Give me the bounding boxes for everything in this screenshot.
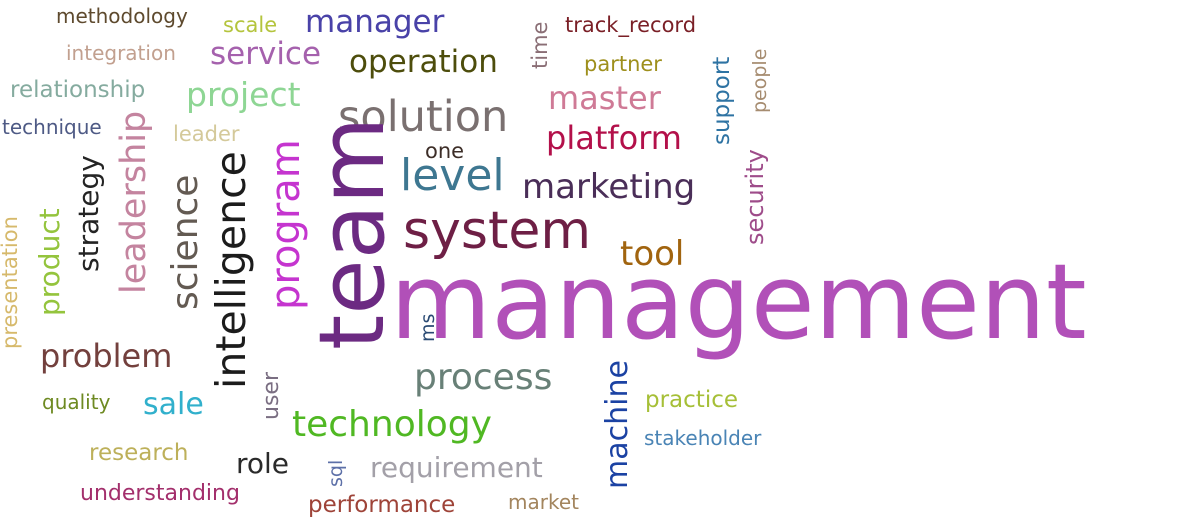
word-operation: operation <box>349 44 498 80</box>
word-methodology: methodology <box>56 4 188 28</box>
word-level: level <box>400 150 505 201</box>
word-integration: integration <box>66 41 176 65</box>
word-solution: solution <box>338 92 509 142</box>
word-relationship: relationship <box>10 77 146 103</box>
word-performance: performance <box>308 492 456 518</box>
word-scale: scale <box>223 13 278 37</box>
word-strategy: strategy <box>72 155 105 272</box>
word-system: system <box>403 201 591 261</box>
word-master: master <box>548 79 661 117</box>
word-market: market <box>508 490 579 514</box>
word-intelligence: intelligence <box>207 151 255 389</box>
word-role: role <box>236 447 290 480</box>
word-people: people <box>749 48 771 113</box>
word-process: process <box>414 357 553 398</box>
word-leader: leader <box>173 122 240 146</box>
word-science: science <box>165 174 206 310</box>
word-technique: technique <box>2 115 102 139</box>
word-project: project <box>186 75 301 114</box>
word-service: service <box>210 36 322 72</box>
word-management: management <box>390 241 1087 363</box>
word-one: one <box>425 139 465 163</box>
word-problem: problem <box>40 337 173 375</box>
word-user: user <box>259 372 284 420</box>
word-research: research <box>89 440 189 466</box>
word-security: security <box>741 149 769 245</box>
word-stakeholder: stakeholder <box>644 426 762 450</box>
word-presentation: presentation <box>0 216 22 349</box>
word-sql: sql <box>325 459 347 487</box>
word-technology: technology <box>292 404 492 445</box>
word-leadership: leadership <box>114 110 154 294</box>
word-marketing: marketing <box>522 167 696 207</box>
word-track-record: track_record <box>565 13 697 37</box>
word-requirement: requirement <box>370 451 543 484</box>
word-program: program <box>263 139 309 310</box>
word-platform: platform <box>546 119 682 157</box>
word-practice: practice <box>645 387 738 413</box>
word-manager: manager <box>305 4 445 40</box>
word-quality: quality <box>42 390 111 414</box>
word-understanding: understanding <box>80 481 240 506</box>
word-tool: tool <box>620 234 685 274</box>
word-time: time <box>528 21 552 69</box>
word-team: team <box>300 116 405 350</box>
word-product: product <box>33 208 66 316</box>
word-support: support <box>709 56 735 145</box>
word-ms: ms <box>417 313 439 342</box>
word-sale: sale <box>143 387 204 422</box>
word-machine: machine <box>600 360 635 489</box>
word-partner: partner <box>584 52 662 76</box>
